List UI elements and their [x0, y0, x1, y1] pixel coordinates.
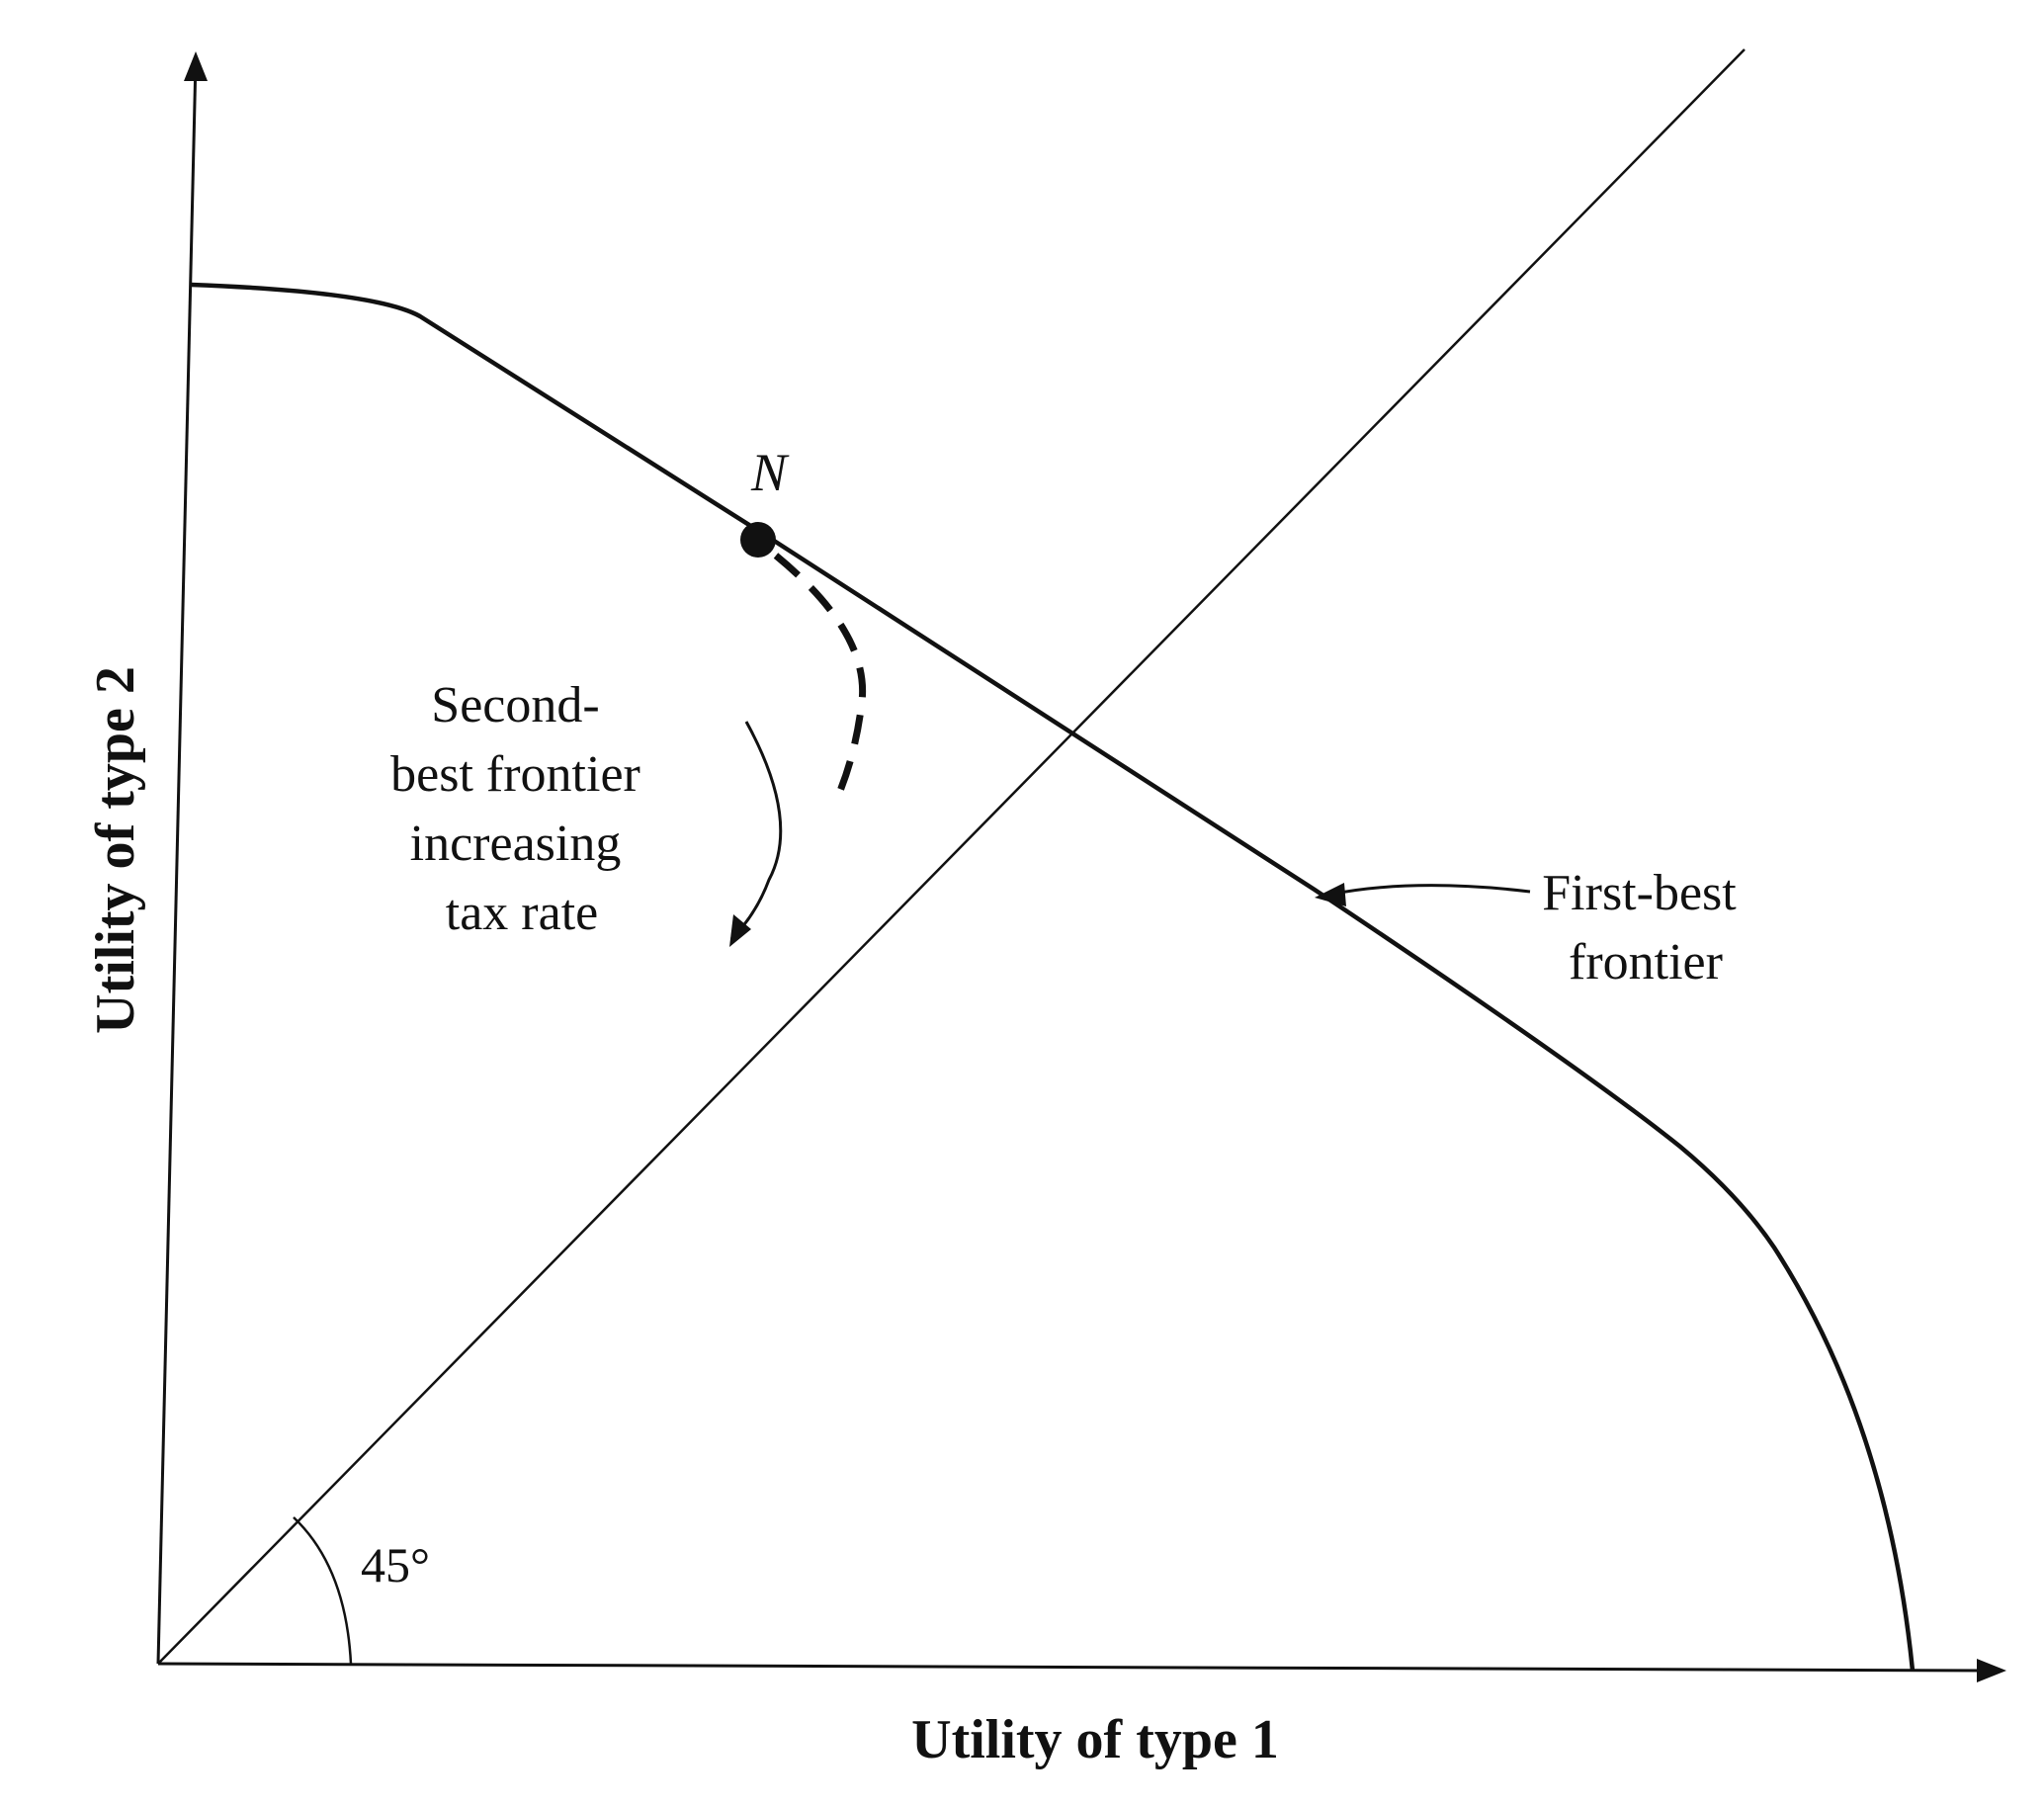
point-n-marker — [740, 522, 776, 558]
second-best-label-line2: best frontier — [390, 746, 640, 803]
y-axis-arrowhead — [184, 51, 208, 81]
y-axis — [156, 58, 198, 1665]
second-best-label-line3: increasing — [410, 816, 622, 872]
first-best-label-line1: First-best — [1542, 865, 1737, 921]
point-n-label: N — [750, 443, 790, 502]
angle-label: 45° — [361, 1537, 430, 1592]
second-best-label: Second- best frontier increasing tax rat… — [390, 677, 653, 941]
45-degree-angle-arc — [293, 1516, 353, 1665]
x-axis-arrowhead — [1977, 1659, 2006, 1682]
first-best-pointer-arrow — [1328, 884, 1531, 897]
second-best-label-line4: tax rate — [446, 885, 598, 941]
first-best-frontier-curve — [190, 282, 1916, 1672]
first-best-label-line2: frontier — [1569, 934, 1723, 990]
second-best-label-line1: Second- — [431, 677, 599, 733]
increasing-tax-rate-arrow — [729, 721, 783, 941]
x-axis — [157, 1662, 1993, 1673]
y-axis-label: Utility of type 2 — [85, 666, 146, 1034]
increasing-tax-rate-arrowhead — [729, 914, 751, 947]
first-best-pointer-arrowhead — [1315, 883, 1346, 906]
first-best-label: First-best frontier — [1542, 865, 1748, 990]
second-best-frontier-curve — [773, 553, 867, 793]
45-degree-line — [157, 48, 1746, 1665]
x-axis-label: Utility of type 1 — [911, 1709, 1279, 1770]
